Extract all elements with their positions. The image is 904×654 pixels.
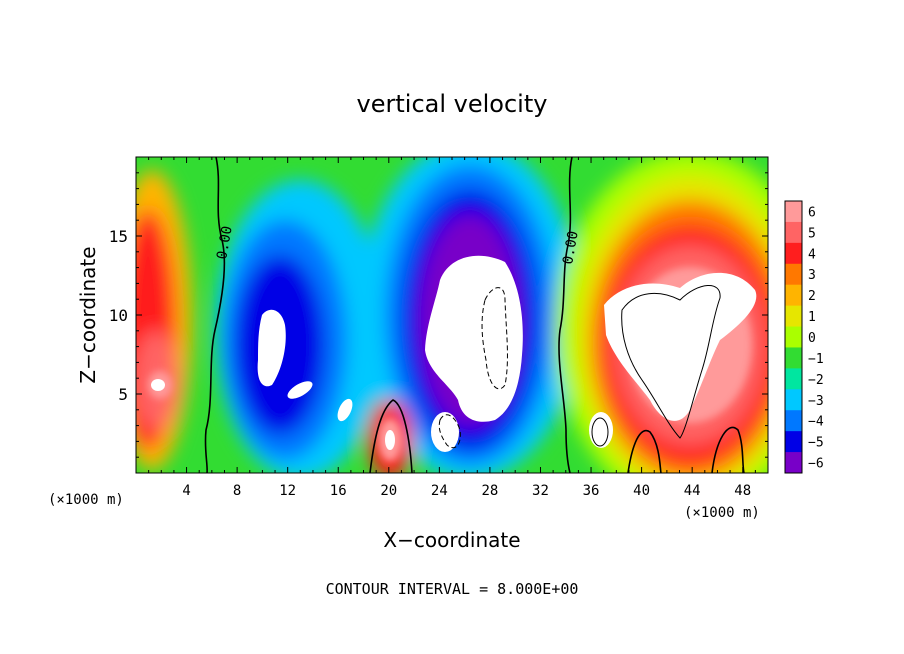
colorbar-label: 1 [808,310,816,325]
contour-negative-center [438,287,508,449]
x-tick-label: 24 [431,483,448,499]
core-west [257,309,286,387]
contour-label-west: 0.00 [214,225,236,261]
colorbar-label: 2 [808,289,816,304]
colorbar-swatch [785,326,802,348]
x-tick-label: 4 [182,483,190,499]
colorbar-frame [784,200,803,474]
y-axis-units: (×1000 m) [684,505,760,521]
x-tick-label: 36 [583,483,600,499]
core-small-e [385,430,395,450]
colorbar-label: 4 [808,247,816,262]
core-east [604,272,757,421]
colorbar-swatch [785,452,802,474]
colorbar-swatch [785,305,802,328]
colorbar-swatch [785,263,802,286]
contour-interval-note: CONTOUR INTERVAL = 8.000E+00 [326,580,579,598]
core-center [425,255,523,422]
y-axis-label: Z−coordinate [76,246,100,383]
colorbar-label: −6 [808,457,824,472]
x-tick-label: 16 [330,483,347,499]
core-small-a [287,381,313,399]
colorbar-label: −4 [808,415,824,430]
x-axis-label: X−coordinate [383,528,520,552]
colorbar: 6 5 4 3 2 1 0 −1 −2 −3 −4 −5 −6 [784,200,824,474]
x-tick-label: 8 [233,483,241,499]
colorbar-swatch [785,221,802,244]
y-tick-label: 10 [109,306,128,325]
y-tick-label: 5 [118,385,128,404]
colorbar-label: 5 [808,226,816,241]
chart-title: vertical velocity [357,90,548,118]
zero-contour-west [204,157,226,473]
colorbar-label: −5 [808,436,824,451]
x-tick-label: 48 [734,483,751,499]
colorbar-swatch [785,284,802,307]
x-tick-label: 12 [279,483,296,499]
colorbar-swatch [785,368,802,390]
contour-label-east: 0.00 [560,230,582,266]
zero-contour-low [369,399,413,473]
x-tick-label: 32 [532,483,549,499]
core-small-f [337,398,353,422]
colorbar-label: −3 [808,394,824,409]
x-tick-label: 28 [481,483,498,499]
core-small-c [589,412,613,448]
colorbar-swatch [785,242,802,265]
colorbar-label: 3 [808,268,816,283]
colorbar-swatch [785,389,802,411]
colorbar-label: −1 [808,352,824,367]
colorbar-label: 0 [808,331,816,346]
core-small-d [151,379,165,391]
zero-contour-east-low [627,426,745,473]
x-axis: 4 8 12 16 20 24 28 32 36 40 44 48 [148,157,756,499]
y-tick-label: 15 [109,227,128,246]
colorbar-swatch [785,347,802,369]
colorbar-swatch [785,410,802,432]
y-axis: 5 10 15 [109,172,768,458]
heatmap-field [136,157,768,473]
colorbar-label: −2 [808,373,824,388]
contour-small-east [591,417,609,447]
colorbar-swatch [785,201,802,223]
contour-positive-east [621,285,721,439]
core-small-b [431,412,459,452]
colorbar-label: 6 [808,205,816,220]
x-tick-label: 40 [633,483,650,499]
x-tick-label: 20 [380,483,397,499]
colorbar-swatch [785,431,802,453]
zero-contour-east [558,157,573,473]
x-axis-units: (×1000 m) [48,492,124,508]
x-tick-label: 44 [684,483,701,499]
